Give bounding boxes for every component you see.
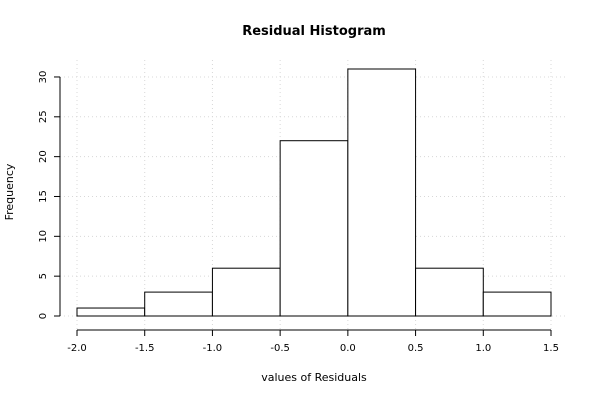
x-tick-label: 0.0: [340, 343, 356, 354]
chart-title: Residual Histogram: [242, 24, 386, 39]
y-tick-label: 25: [38, 110, 49, 123]
histogram-bar: [279, 140, 349, 317]
histogram-bar: [347, 68, 417, 317]
y-tick-label: 15: [38, 190, 49, 203]
x-tick-label: -2.0: [67, 343, 87, 354]
histogram-bar: [211, 267, 281, 317]
x-tick-label: 1.5: [543, 343, 559, 354]
y-tick-label: 20: [38, 150, 49, 163]
histogram-bar: [76, 307, 146, 317]
x-axis-label: values of Residuals: [261, 371, 367, 384]
y-tick-label: 5: [38, 273, 49, 279]
x-tick-label: -1.0: [203, 343, 223, 354]
x-tick-label: 1.0: [475, 343, 491, 354]
x-axis: -2.0 -1.5 -1.0 -0.5 0.0 0.5 1.0 1.5: [67, 329, 559, 354]
x-tick-label: 0.5: [408, 343, 424, 354]
y-axis-label: Frequency: [3, 163, 16, 220]
y-axis: 0 5 10 15 20 25 30: [38, 71, 61, 319]
histogram-bar: [415, 267, 484, 317]
y-tick-label: 10: [38, 230, 49, 243]
y-tick-label: 0: [38, 313, 49, 319]
x-tick-label: -1.5: [135, 343, 155, 354]
x-tick-label: -0.5: [270, 343, 290, 354]
y-tick-label: 30: [38, 71, 49, 84]
histogram-bar: [144, 291, 213, 317]
histogram-bars: [76, 68, 552, 317]
histogram-bar: [482, 291, 552, 317]
